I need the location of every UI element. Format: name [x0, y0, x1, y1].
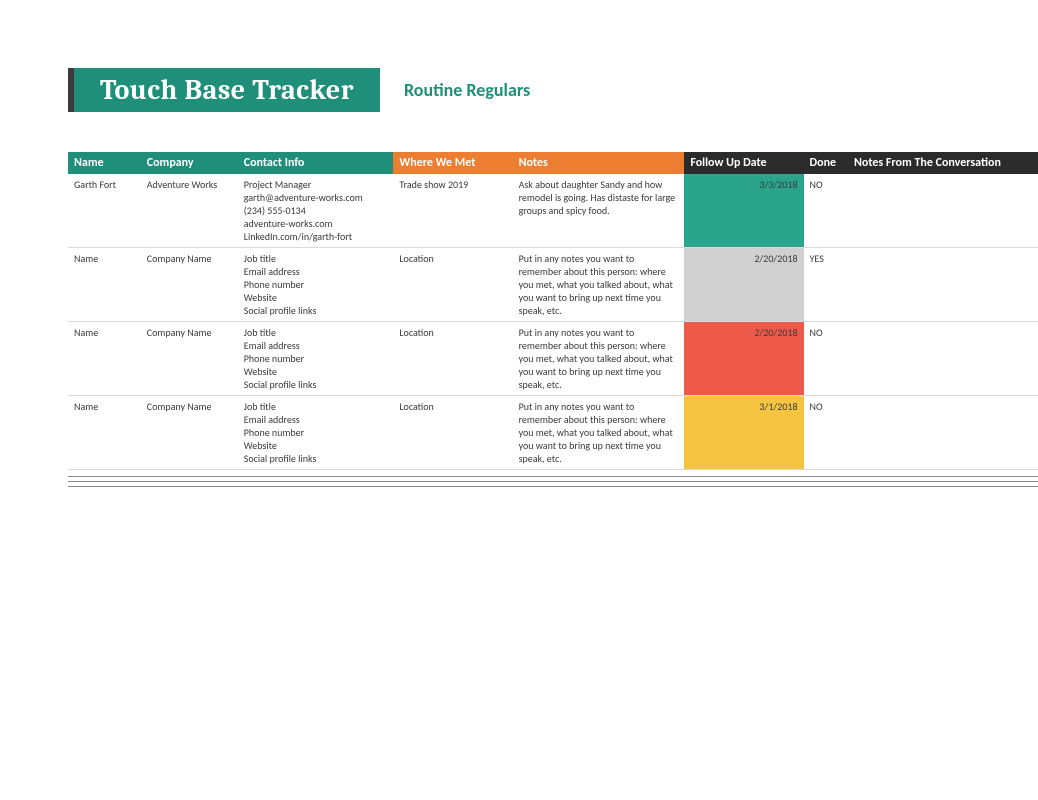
contact-line: Social profile links: [244, 304, 388, 317]
cell-company[interactable]: Company Name: [141, 248, 238, 322]
page-subtitle: Routine Regulars: [404, 79, 530, 101]
page-title: Touch Base Tracker: [68, 68, 380, 112]
contact-line: Phone number: [244, 426, 388, 439]
footer-rule: [68, 476, 1038, 477]
contact-line: Social profile links: [244, 452, 388, 465]
cell-name[interactable]: Name: [68, 322, 141, 396]
contact-line: (234) 555-0134: [244, 204, 388, 217]
col-header-conv[interactable]: Notes From The Conversation: [848, 152, 1038, 174]
cell-where[interactable]: Location: [393, 322, 512, 396]
cell-followup[interactable]: 2/20/2018: [684, 248, 803, 322]
cell-followup[interactable]: 3/1/2018: [684, 396, 803, 470]
tracker-table: NameCompanyContact InfoWhere We MetNotes…: [68, 152, 1038, 470]
cell-company[interactable]: Company Name: [141, 396, 238, 470]
contact-line: Job title: [244, 400, 388, 413]
col-header-company[interactable]: Company: [141, 152, 238, 174]
table-row[interactable]: Garth FortAdventure WorksProject Manager…: [68, 174, 1038, 248]
cell-done[interactable]: NO: [804, 396, 848, 470]
col-header-notes[interactable]: Notes: [513, 152, 685, 174]
contact-line: Email address: [244, 413, 388, 426]
cell-where[interactable]: Trade show 2019: [393, 174, 512, 248]
footer-rules: [68, 476, 1038, 487]
cell-name[interactable]: Garth Fort: [68, 174, 141, 248]
cell-followup[interactable]: 2/20/2018: [684, 322, 803, 396]
cell-done[interactable]: NO: [804, 322, 848, 396]
contact-line: Social profile links: [244, 378, 388, 391]
cell-where[interactable]: Location: [393, 396, 512, 470]
header-row: Touch Base Tracker Routine Regulars: [68, 68, 1038, 112]
table-header-row: NameCompanyContact InfoWhere We MetNotes…: [68, 152, 1038, 174]
cell-notes[interactable]: Ask about daughter Sandy and how remodel…: [513, 174, 685, 248]
cell-contact[interactable]: Project Managergarth@adventure-works.com…: [238, 174, 394, 248]
cell-where[interactable]: Location: [393, 248, 512, 322]
cell-company[interactable]: Company Name: [141, 322, 238, 396]
contact-line: LinkedIn.com/in/garth-fort: [244, 230, 388, 243]
contact-line: Phone number: [244, 278, 388, 291]
contact-line: Phone number: [244, 352, 388, 365]
cell-notes[interactable]: Put in any notes you want to remember ab…: [513, 248, 685, 322]
contact-line: Project Manager: [244, 178, 388, 191]
cell-conversation-notes[interactable]: [848, 248, 1038, 322]
contact-line: Website: [244, 365, 388, 378]
cell-notes[interactable]: Put in any notes you want to remember ab…: [513, 396, 685, 470]
cell-done[interactable]: NO: [804, 174, 848, 248]
footer-rule: [68, 481, 1038, 482]
table-row[interactable]: NameCompany NameJob titleEmail addressPh…: [68, 396, 1038, 470]
cell-notes[interactable]: Put in any notes you want to remember ab…: [513, 322, 685, 396]
cell-contact[interactable]: Job titleEmail addressPhone numberWebsit…: [238, 396, 394, 470]
contact-line: Website: [244, 439, 388, 452]
col-header-contact[interactable]: Contact Info: [238, 152, 394, 174]
cell-conversation-notes[interactable]: [848, 322, 1038, 396]
contact-line: Email address: [244, 339, 388, 352]
contact-line: Website: [244, 291, 388, 304]
contact-line: Job title: [244, 252, 388, 265]
col-header-follow[interactable]: Follow Up Date: [684, 152, 803, 174]
cell-done[interactable]: YES: [804, 248, 848, 322]
contact-line: Email address: [244, 265, 388, 278]
col-header-done[interactable]: Done: [804, 152, 848, 174]
col-header-where[interactable]: Where We Met: [393, 152, 512, 174]
cell-conversation-notes[interactable]: [848, 174, 1038, 248]
table-body: Garth FortAdventure WorksProject Manager…: [68, 174, 1038, 470]
cell-name[interactable]: Name: [68, 396, 141, 470]
cell-contact[interactable]: Job titleEmail addressPhone numberWebsit…: [238, 322, 394, 396]
col-header-name[interactable]: Name: [68, 152, 141, 174]
contact-line: adventure-works.com: [244, 217, 388, 230]
cell-name[interactable]: Name: [68, 248, 141, 322]
footer-rule: [68, 486, 1038, 487]
cell-conversation-notes[interactable]: [848, 396, 1038, 470]
table-row[interactable]: NameCompany NameJob titleEmail addressPh…: [68, 248, 1038, 322]
table-row[interactable]: NameCompany NameJob titleEmail addressPh…: [68, 322, 1038, 396]
cell-company[interactable]: Adventure Works: [141, 174, 238, 248]
cell-contact[interactable]: Job titleEmail addressPhone numberWebsit…: [238, 248, 394, 322]
contact-line: Job title: [244, 326, 388, 339]
cell-followup[interactable]: 3/3/2018: [684, 174, 803, 248]
contact-line: garth@adventure-works.com: [244, 191, 388, 204]
